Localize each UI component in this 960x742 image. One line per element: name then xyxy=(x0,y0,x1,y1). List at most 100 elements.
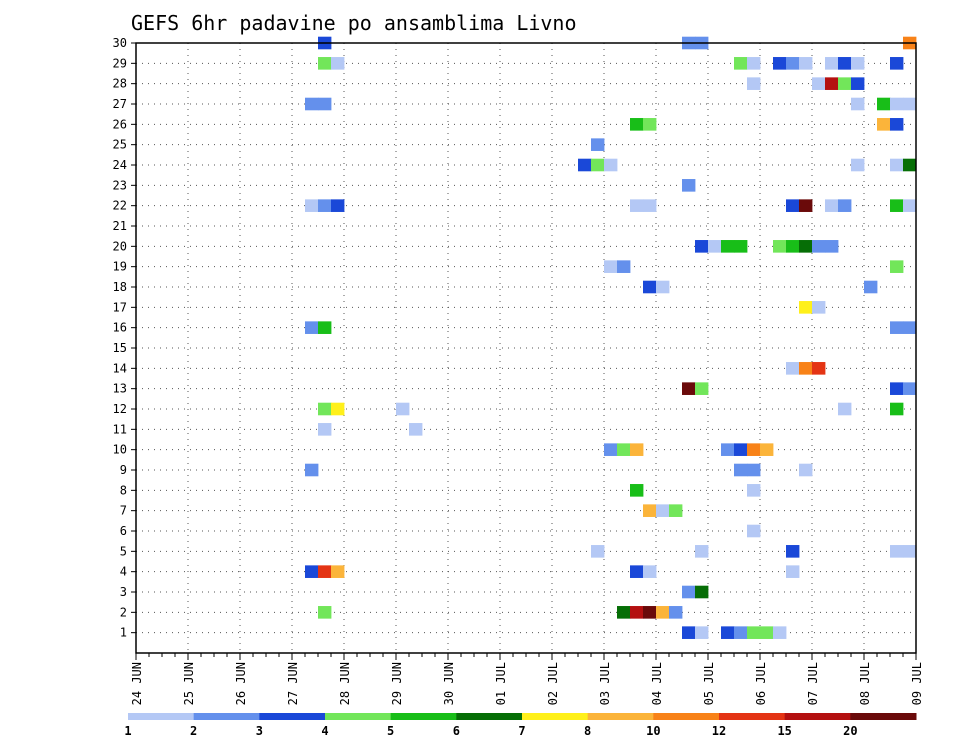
colorbar-label: 1 xyxy=(124,724,131,738)
heatmap-cell xyxy=(890,199,904,212)
colorbar-label: 5 xyxy=(387,724,394,738)
heatmap-cell xyxy=(747,626,761,639)
x-tick-label: 25 JUN xyxy=(182,662,196,705)
heatmap-cell xyxy=(877,97,891,111)
heatmap-cell xyxy=(890,118,904,131)
heatmap-cell xyxy=(903,321,917,334)
heatmap-cell xyxy=(695,545,709,558)
heatmap-cell xyxy=(409,423,423,436)
heatmap-cell xyxy=(591,138,605,151)
heatmap-cell xyxy=(747,484,761,497)
colorbar-swatch xyxy=(193,713,260,720)
heatmap-cell xyxy=(617,260,631,273)
heatmap-cell xyxy=(903,545,917,558)
heatmap-cell xyxy=(734,463,748,477)
y-tick-label: 27 xyxy=(113,97,127,111)
colorbar-swatch xyxy=(128,713,195,720)
y-tick-label: 12 xyxy=(113,402,127,416)
y-tick-label: 25 xyxy=(113,138,127,152)
heatmap-cell xyxy=(305,463,319,477)
y-tick-label: 13 xyxy=(113,382,127,396)
heatmap-cell xyxy=(396,402,410,416)
y-tick-label: 30 xyxy=(113,36,127,50)
colorbar-label: 4 xyxy=(321,724,328,738)
heatmap-cell xyxy=(903,199,917,212)
heatmap-cell xyxy=(643,199,657,212)
heatmap-cell xyxy=(903,382,917,395)
heatmap-cell xyxy=(747,77,761,90)
colorbar-swatch xyxy=(587,713,654,720)
heatmap-cell xyxy=(890,260,904,273)
colorbar-label: 2 xyxy=(190,724,197,738)
heatmap-cell xyxy=(734,240,748,253)
y-tick-label: 4 xyxy=(120,565,127,579)
heatmap-cell xyxy=(318,199,332,212)
heatmap-cell xyxy=(734,443,748,456)
heatmap-cell xyxy=(305,199,319,212)
y-tick-label: 22 xyxy=(113,199,127,213)
heatmap-cell xyxy=(721,240,735,253)
heatmap-cell xyxy=(812,240,826,253)
heatmap-cell xyxy=(903,158,917,172)
heatmap-cell xyxy=(890,321,904,334)
heatmap-cell xyxy=(838,77,852,90)
y-axis-ticks: 1234567891011121314151617181920212223242… xyxy=(113,36,136,640)
heatmap-cell xyxy=(825,57,839,70)
colorbar-swatch xyxy=(390,713,457,720)
heatmap-cell xyxy=(656,504,670,517)
heatmap-cell xyxy=(643,504,657,517)
y-tick-label: 19 xyxy=(113,260,127,274)
heatmap-cell xyxy=(773,626,787,639)
heatmap-cell xyxy=(734,626,748,639)
heatmap-cell xyxy=(799,362,813,375)
heatmap-cell xyxy=(331,565,345,578)
heatmap-cell xyxy=(890,158,904,172)
heatmap-cell xyxy=(591,545,605,558)
heatmap-cell xyxy=(604,158,618,172)
heatmap-cell xyxy=(331,402,345,416)
heatmap-cell xyxy=(799,199,813,212)
heatmap-cell xyxy=(695,240,709,253)
heatmap-cell xyxy=(903,97,917,111)
heatmap-cell xyxy=(747,463,761,477)
heatmap-cell xyxy=(682,179,696,192)
y-tick-label: 15 xyxy=(113,341,127,355)
heatmap-cell xyxy=(773,240,787,253)
heatmap-cell xyxy=(630,199,644,212)
heatmap-cell xyxy=(630,484,644,497)
heatmap-cell xyxy=(305,97,319,111)
heatmap-cell xyxy=(890,382,904,395)
heatmap-cell xyxy=(773,57,787,70)
heatmap-cell xyxy=(656,606,670,619)
x-tick-label: 02 JUL xyxy=(546,662,560,705)
x-axis-ticks: 24 JUN 25 JUN 26 JUN 27 JUN 28 JUN 29 JUN 30 J… xyxy=(130,653,924,705)
x-tick-label: 03 JUL xyxy=(598,662,612,705)
heatmap-cell xyxy=(851,57,865,70)
colorbar-label: 10 xyxy=(646,724,660,738)
heatmap-cell xyxy=(318,423,332,436)
colorbar-swatch xyxy=(719,713,786,720)
y-tick-label: 3 xyxy=(120,585,127,599)
heatmap-cell xyxy=(838,57,852,70)
heatmap-cell xyxy=(721,626,735,639)
colorbar-swatch xyxy=(325,713,392,720)
x-tick-label: 08 JUL xyxy=(858,662,872,705)
grid-lines xyxy=(136,42,917,653)
heatmap-cell xyxy=(825,240,839,253)
heatmap-cell xyxy=(643,565,657,578)
heatmap-cell xyxy=(747,443,761,456)
heatmap-cell xyxy=(890,402,904,416)
heatmap-cell xyxy=(825,199,839,212)
heatmap-cell xyxy=(838,402,852,416)
chart-title: GEFS 6hr padavine po ansamblima Livno xyxy=(131,11,577,35)
heatmap-cell xyxy=(331,199,345,212)
heatmap-cell xyxy=(318,402,332,416)
x-tick-label: 30 JUN xyxy=(442,662,456,705)
heatmap-cell xyxy=(721,443,735,456)
heatmap-cell xyxy=(890,545,904,558)
y-tick-label: 18 xyxy=(113,280,127,294)
y-tick-label: 16 xyxy=(113,321,127,335)
y-tick-label: 10 xyxy=(113,443,127,457)
heatmap-cell xyxy=(877,118,891,131)
heatmap-cell xyxy=(864,280,878,294)
